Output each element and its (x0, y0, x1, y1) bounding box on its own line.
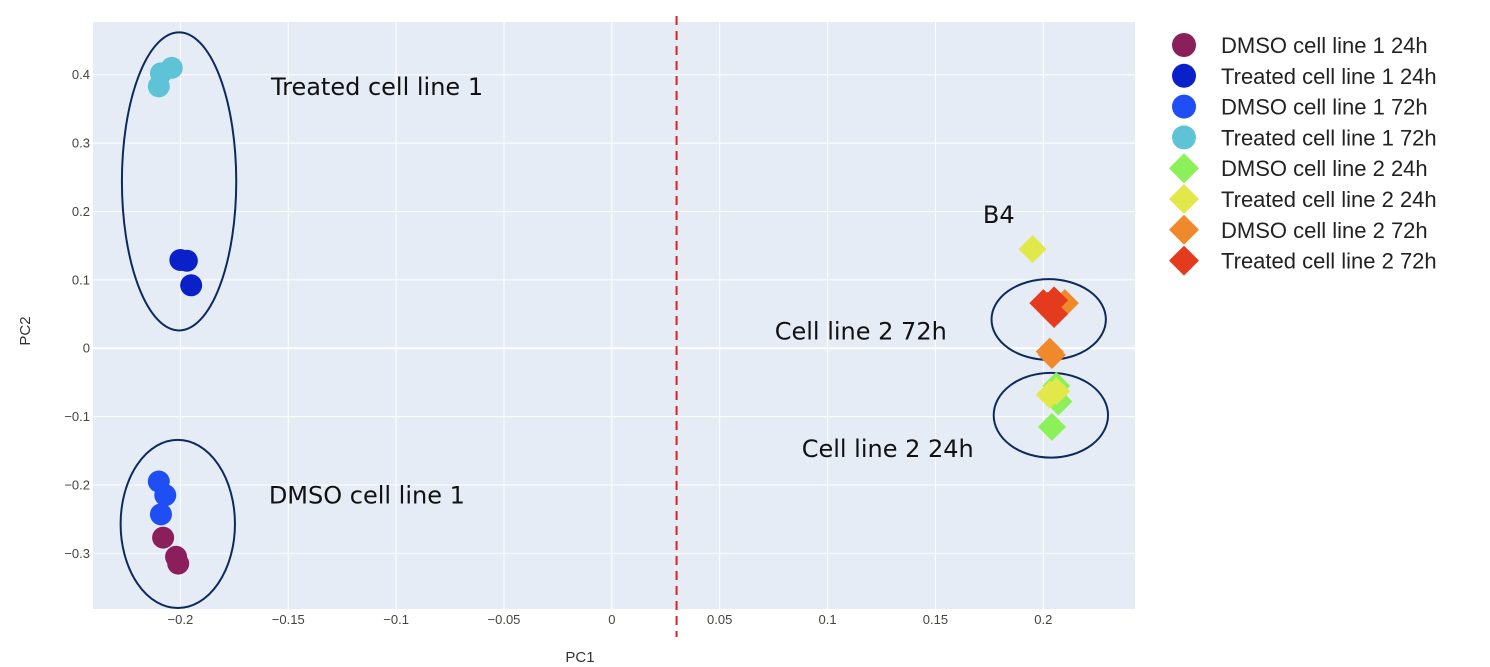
legend: DMSO cell line 1 24h Treated cell line 1 … (1169, 33, 1437, 276)
legend-label: DMSO cell line 2 24h (1221, 156, 1428, 181)
y-axis-ticks: −0.3 −0.2 −0.1 0 0.1 0.2 0.3 0.4 (64, 67, 90, 561)
legend-marker (1169, 214, 1199, 245)
y-tick-label: 0.1 (72, 272, 90, 287)
cluster-ellipse (992, 371, 1110, 459)
legend-label: DMSO cell line 1 72h (1221, 95, 1428, 120)
data-point (167, 552, 190, 575)
x-tick-label: 0.1 (819, 612, 837, 627)
data-point (1037, 341, 1066, 370)
x-axis-ticks: −0.2 −0.15 −0.1 −0.05 0 0.05 0.1 0.15 0.2 (168, 612, 1053, 627)
data-point (1033, 291, 1062, 320)
data-point (154, 484, 177, 507)
legend-marker (1172, 33, 1196, 57)
y-tick-label: 0 (83, 341, 90, 356)
x-tick-label: −0.05 (488, 612, 521, 627)
legend-marker (1169, 153, 1199, 184)
annotation-label: Cell line 2 72h (775, 317, 947, 345)
legend-label: Treated cell line 2 24h (1221, 187, 1437, 212)
legend-label: DMSO cell line 1 24h (1221, 33, 1428, 58)
annotation-label: DMSO cell line 1 (269, 481, 465, 509)
cluster-ellipse (120, 31, 238, 332)
x-tick-label: 0.15 (923, 612, 948, 627)
legend-marker (1172, 94, 1196, 119)
data-point (180, 274, 203, 297)
y-tick-label: −0.1 (64, 409, 90, 424)
x-tick-label: 0.2 (1034, 612, 1052, 627)
y-axis-label: PC2 (17, 316, 34, 345)
data-point (152, 526, 175, 549)
y-tick-label: 0.4 (72, 67, 90, 82)
data-point (1018, 235, 1047, 264)
annotations: Treated cell line 1 DMSO cell line 1 B4 Cel… (269, 73, 1015, 509)
x-tick-label: −0.2 (168, 612, 194, 627)
y-tick-label: −0.2 (64, 477, 90, 492)
legend-label: Treated cell line 1 72h (1221, 125, 1437, 150)
y-tick-label: 0.3 (72, 136, 90, 151)
x-tick-label: −0.1 (383, 612, 409, 627)
y-tick-label: −0.3 (64, 546, 90, 561)
x-axis-label: PC1 (565, 649, 594, 666)
legend-marker (1169, 184, 1199, 214)
legend-marker (1172, 125, 1196, 150)
data-point (1042, 377, 1071, 406)
legend-label: DMSO cell line 2 72h (1221, 218, 1428, 243)
annotation-label: Treated cell line 1 (270, 73, 483, 101)
gridlines (93, 22, 1135, 609)
annotation-label: Cell line 2 24h (802, 435, 974, 463)
y-tick-label: 0.2 (72, 204, 90, 219)
annotation-label: B4 (983, 201, 1015, 229)
data-point (147, 75, 170, 98)
legend-marker (1169, 245, 1199, 276)
legend-label: Treated cell line 2 72h (1221, 249, 1437, 274)
data-point (1037, 412, 1066, 441)
data-point (149, 503, 172, 526)
plot-background (93, 22, 1135, 609)
data-point (175, 249, 198, 272)
x-tick-label: 0.05 (707, 612, 732, 627)
legend-marker (1172, 63, 1196, 88)
x-tick-label: −0.15 (272, 612, 305, 627)
legend-label: Treated cell line 1 24h (1221, 64, 1437, 89)
cluster-ellipse (119, 438, 236, 610)
data-point (160, 56, 183, 79)
x-tick-label: 0 (608, 612, 615, 627)
data-points (147, 56, 1079, 575)
